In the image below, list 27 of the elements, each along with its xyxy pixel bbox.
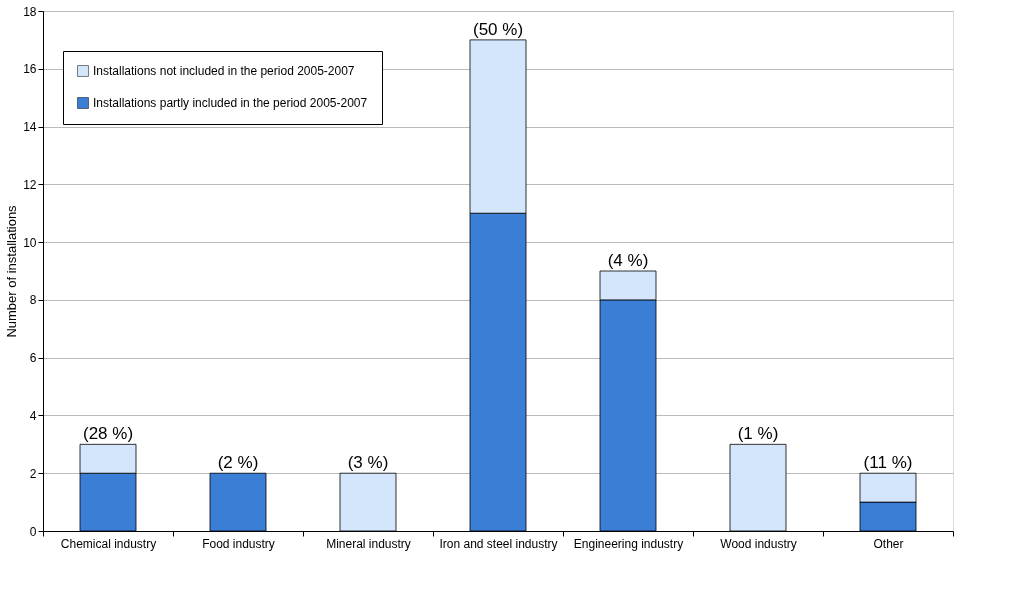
x-tick-label: Mineral industry — [326, 536, 411, 551]
y-tick-label: 14 — [23, 120, 37, 135]
annotation: (28 %) — [82, 424, 134, 444]
x-tick-label: Food industry — [202, 536, 275, 551]
legend-label: Installations not included in the period 2005-2007 — [93, 64, 355, 78]
annotation: (4 %) — [607, 251, 649, 270]
x-tick-label: Engineering industry — [573, 536, 684, 551]
y-tick-label: 12 — [23, 177, 37, 192]
x-tick-label: Other — [873, 536, 904, 551]
y-tick-label: 6 — [29, 351, 37, 366]
y-tick-label: 0 — [29, 524, 37, 539]
x-tick-label: Chemical industry — [60, 536, 157, 551]
annotation: (1 %) — [737, 424, 779, 444]
annotation: (2 %) — [217, 453, 259, 473]
y-tick-label: 10 — [23, 235, 37, 250]
y-tick-label: 8 — [29, 293, 37, 308]
y-axis-title: Number of installations — [4, 204, 20, 338]
y-tick-label: 2 — [29, 466, 37, 481]
x-tick-label: Wood industry — [720, 536, 797, 551]
x-tick-label: Iron and steel industry — [439, 536, 558, 551]
y-tick-label: 16 — [23, 62, 37, 77]
annotation: (50 %) — [472, 19, 524, 39]
annotation: (3 %) — [347, 453, 389, 473]
y-tick-label: 4 — [29, 408, 37, 423]
legend-label: Installations partly included in the period 2005-2007 — [93, 96, 368, 110]
y-tick-label: 18 — [23, 4, 37, 19]
annotation: (11 %) — [863, 453, 913, 473]
